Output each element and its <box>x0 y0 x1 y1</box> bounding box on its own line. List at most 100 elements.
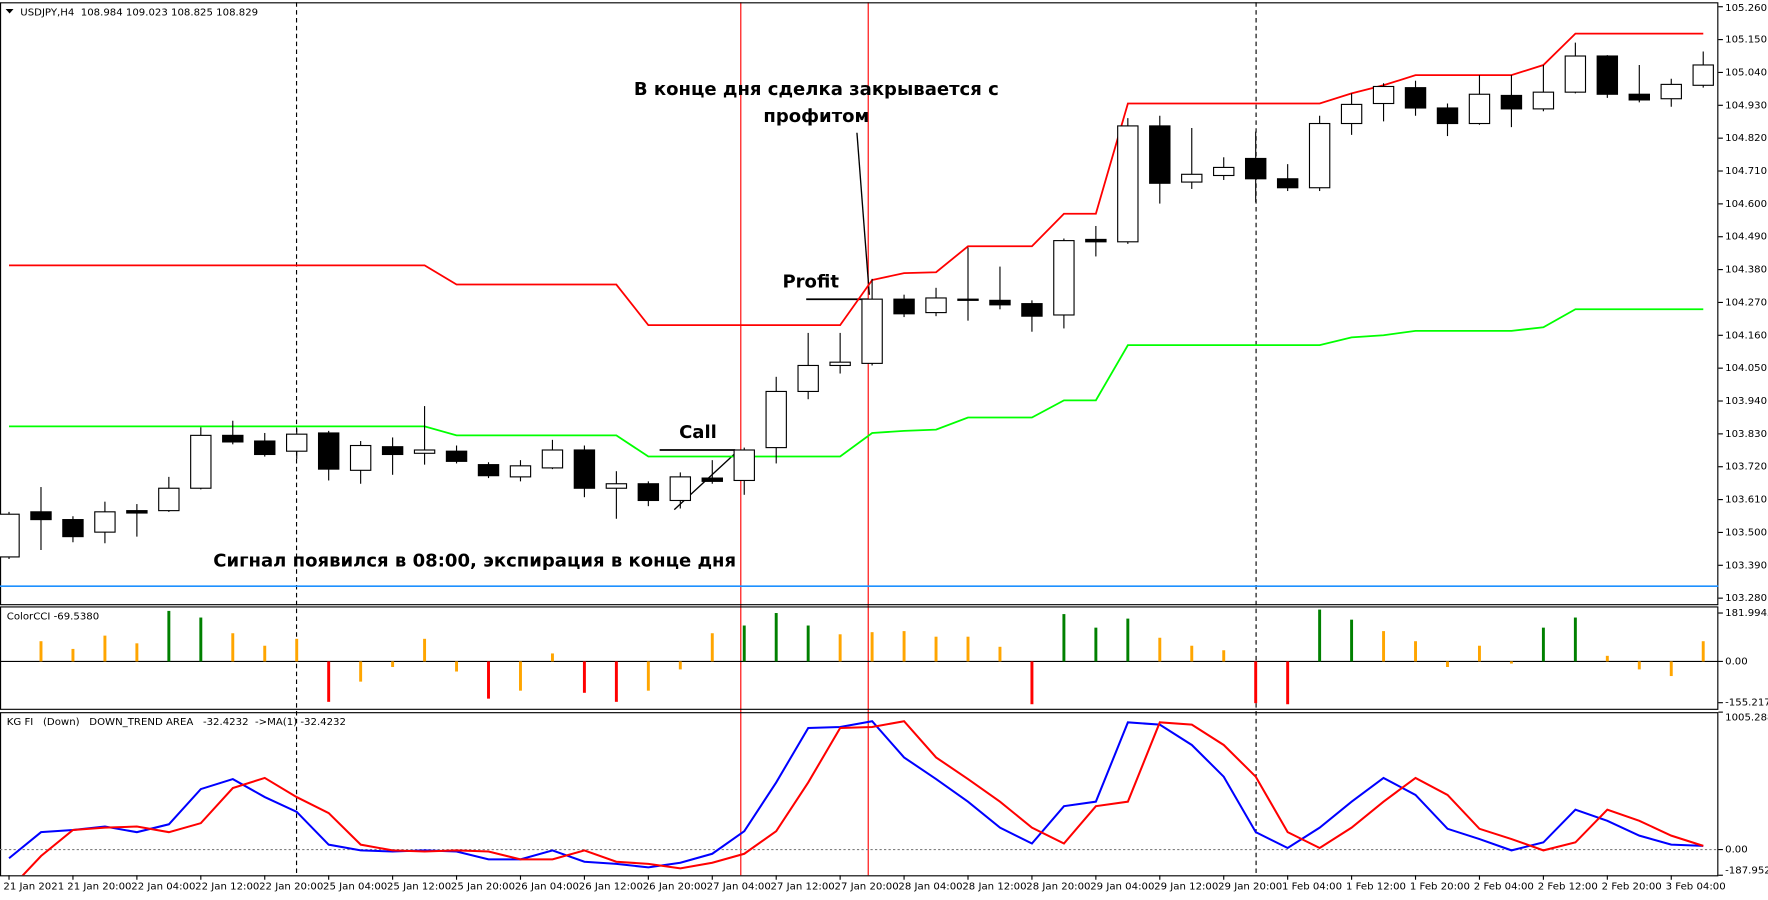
candle-body <box>1596 55 1619 95</box>
histogram-bar <box>1509 661 1513 664</box>
histogram-bar <box>1541 627 1545 662</box>
histogram-bar <box>1637 661 1641 670</box>
x-tick-label: 21 Jan 2021 <box>3 882 64 893</box>
candle-body <box>254 440 276 456</box>
x-tick-label: 2 Feb 04:00 <box>1474 882 1534 893</box>
candle-body <box>1213 166 1235 177</box>
x-tick-label: 25 Jan 12:00 <box>387 882 451 893</box>
x-tick-label: 1 Feb 04:00 <box>1282 882 1342 893</box>
histogram-bar <box>39 641 43 662</box>
y-tick-label: 104.490 <box>1725 232 1767 243</box>
candle-body <box>1436 107 1459 125</box>
candle-body <box>1276 178 1299 189</box>
candle-body <box>286 433 308 452</box>
histogram-bar <box>614 661 618 702</box>
x-tick-label: 25 Jan 20:00 <box>451 882 515 893</box>
annotation: профитом <box>763 106 869 127</box>
x-tick-label: 1 Feb 20:00 <box>1410 882 1470 893</box>
candle-body <box>94 511 116 533</box>
candle-body <box>733 449 755 482</box>
y-tick-label: 103.500 <box>1725 527 1767 538</box>
candle-body <box>925 297 947 314</box>
histogram-bar <box>135 643 139 662</box>
candle-body <box>509 465 532 478</box>
candle-body <box>1692 64 1714 86</box>
histogram-bar <box>582 661 586 693</box>
histogram-bar <box>263 645 267 662</box>
histogram-bar <box>1190 645 1194 662</box>
histogram-bar <box>1286 661 1290 705</box>
annotation: В конце дня сделка закрывается с <box>634 79 999 100</box>
indicator-line <box>21 720 1704 876</box>
x-tick-label: 2 Feb 20:00 <box>1602 882 1662 893</box>
panel-title: USDJPY,H4 108.984 109.023 108.825 108.82… <box>20 7 258 18</box>
histogram-bar <box>423 638 427 662</box>
candle-body <box>1085 238 1107 243</box>
panel-frame <box>0 712 1719 877</box>
candle-body <box>413 449 436 454</box>
candle-body <box>1340 103 1363 125</box>
histogram-bar <box>646 661 650 691</box>
y-tick-label: 0.00 <box>1725 656 1748 667</box>
x-tick-label: 22 Jan 20:00 <box>259 882 323 893</box>
candle-body <box>893 298 915 315</box>
x-tick-label: 27 Jan 04:00 <box>707 882 771 893</box>
x-tick-label: 26 Jan 20:00 <box>643 882 707 893</box>
candle-body <box>477 464 500 477</box>
histogram-bar <box>71 648 75 662</box>
candle-body <box>1660 83 1682 100</box>
candle-body <box>1244 157 1267 180</box>
candle-body <box>1468 93 1491 125</box>
histogram-bar <box>199 617 203 662</box>
annotation: Call <box>679 422 717 443</box>
histogram-bar <box>998 646 1002 662</box>
histogram-bar <box>710 633 714 662</box>
x-tick-label: 21 Jan 20:00 <box>67 882 131 893</box>
y-tick-label: 104.600 <box>1725 199 1767 210</box>
x-tick-label: 28 Jan 20:00 <box>1026 882 1090 893</box>
histogram-bar <box>391 661 395 668</box>
y-tick-label: 105.040 <box>1725 67 1767 78</box>
panel-frame <box>0 606 1719 710</box>
histogram-bar <box>231 633 235 662</box>
histogram-bar <box>1094 627 1098 662</box>
histogram-bar <box>1062 614 1066 662</box>
histogram-bar <box>902 631 906 662</box>
plot-area <box>0 609 1719 705</box>
y-tick-label: 103.830 <box>1725 429 1767 440</box>
histogram-bar <box>359 661 363 682</box>
candle-body <box>1628 93 1651 101</box>
candle-body <box>765 390 787 449</box>
histogram-bar <box>774 613 778 662</box>
candle-body <box>30 511 52 521</box>
histogram-bar <box>519 661 522 691</box>
histogram-bar <box>1222 650 1226 662</box>
candle-body <box>1372 85 1395 105</box>
plot-area <box>0 720 1719 876</box>
title-triangle <box>5 9 14 14</box>
x-tick-label: 29 Jan 20:00 <box>1218 882 1282 893</box>
histogram-bar <box>1573 617 1577 662</box>
histogram-bar <box>455 661 459 672</box>
y-tick-label: 104.820 <box>1725 133 1767 144</box>
histogram-bar <box>1030 661 1034 705</box>
panel-frame <box>0 2 1719 606</box>
x-tick-label: 26 Jan 12:00 <box>579 882 643 893</box>
histogram-bar <box>487 661 490 699</box>
histogram-bar <box>870 632 874 662</box>
x-tick-label: 22 Jan 04:00 <box>131 882 195 893</box>
candle-body <box>349 444 372 471</box>
y-tick-label: 104.050 <box>1725 363 1767 374</box>
y-tick-label: -155.217 <box>1725 698 1768 709</box>
candle-body <box>541 449 564 469</box>
histogram-bar <box>327 661 331 702</box>
candle-body <box>126 510 148 514</box>
histogram-bar <box>550 653 554 662</box>
candle-body <box>1181 173 1203 183</box>
y-tick-label: 104.710 <box>1725 166 1767 177</box>
candle-body <box>190 434 212 489</box>
histogram-bar <box>934 636 938 662</box>
histogram-bar <box>103 635 107 662</box>
candle-body <box>573 449 596 489</box>
panel-title: KG FI (Down) DOWN_TREND AREA -32.4232 ->… <box>7 717 346 728</box>
